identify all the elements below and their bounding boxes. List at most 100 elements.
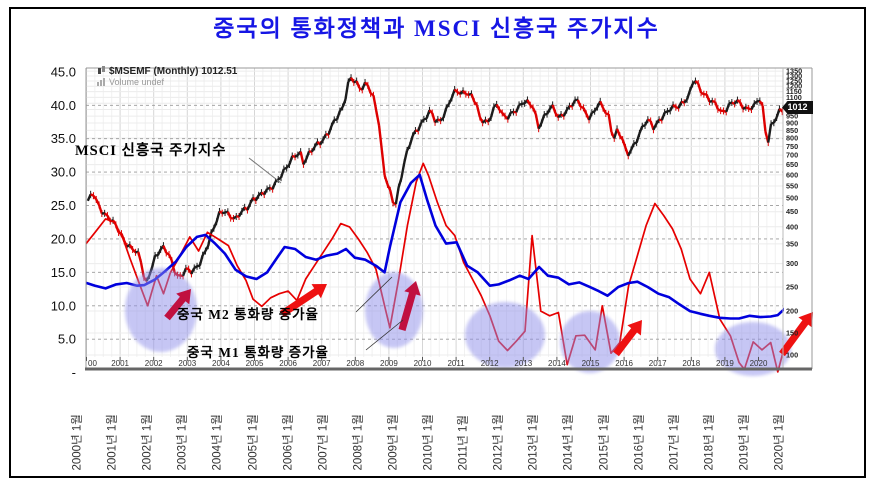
volume-legend-text: Volume undef [109,77,165,87]
svg-text:2006: 2006 [279,359,297,368]
svg-text:30.0: 30.0 [51,165,76,180]
x-axis-month-label: 2016년 1월 [633,414,646,471]
volume-icon [97,78,106,88]
candlestick-icon [97,66,106,78]
svg-text:2007: 2007 [313,359,331,368]
symbol-legend-text: $MSEMF (Monthly) 1012.51 [109,66,238,77]
x-axis-month-label: 2012년 1월 [492,414,505,471]
svg-text:10.0: 10.0 [51,298,76,313]
m2-line [86,173,784,320]
svg-text:2013: 2013 [514,359,532,368]
left-axis-ticks: 45.0 40.0 35.0 30.0 25.0 20.0 15.0 10.0 5.0 - [51,64,76,380]
svg-text:550: 550 [786,182,798,191]
svg-text:35.0: 35.0 [51,131,76,146]
x-axis-month-label: 2008년 1월 [352,414,365,471]
svg-text:150: 150 [786,329,798,338]
trend-arrows [164,281,813,357]
m2-series-label: 중국 M2 통화량 증가율 [177,307,319,322]
svg-text:2010: 2010 [414,359,432,368]
svg-text:25.0: 25.0 [51,198,76,213]
svg-text:2018: 2018 [682,359,700,368]
svg-text:850: 850 [786,126,798,135]
svg-text:750: 750 [786,142,798,151]
x-axis-month-label: 2007년 1월 [317,414,330,471]
m1-series-label: 중국 M1 통화량 증가율 [187,345,329,360]
svg-text:950: 950 [786,112,798,121]
volume-legend: Volume undef [97,77,164,88]
svg-text:2009: 2009 [380,359,398,368]
svg-text:15.0: 15.0 [51,265,76,280]
svg-text:600: 600 [786,170,798,179]
svg-text:1100: 1100 [786,93,802,102]
chart-title: 중국의 통화정책과 MSCI 신흥국 주가지수 [213,16,660,41]
svg-text:00: 00 [88,359,97,368]
x-axis-month-label: 2020년 1월 [773,414,786,471]
msci-series-label: MSCI 신흥국 주가지수 [75,143,227,159]
x-axis-month-label: 2000년 1월 [71,414,84,471]
x-axis-month-label: 2006년 1월 [282,414,295,471]
svg-text:2004: 2004 [212,359,230,368]
svg-text:2003: 2003 [178,359,196,368]
svg-text:650: 650 [786,160,798,169]
svg-text:200: 200 [786,307,798,316]
x-axis-month-label: 2004년 1월 [211,414,224,471]
x-axis-month-label: 2014년 1월 [562,414,575,471]
svg-text:2020: 2020 [750,359,768,368]
svg-text:2012: 2012 [481,359,499,368]
x-axis-month-label: 2009년 1월 [387,414,400,471]
svg-text:1200: 1200 [786,82,802,91]
x-axis-month-label: 2005년 1월 [247,414,259,471]
svg-text:1350: 1350 [786,67,802,76]
pointer-lines [248,157,404,351]
x-axis-month-label: 2017년 1월 [668,414,681,471]
x-axis-month-label: 2011년 1월 [457,415,470,471]
m1-line [86,162,784,373]
svg-text:800: 800 [786,134,798,143]
inner-year-labels: 00 2001 2002 2003 2004 2005 2006 2007 2008 2009 20… [86,357,768,368]
x-axis-month-label: 2010년 1월 [422,414,435,471]
svg-text:2014: 2014 [548,359,566,368]
page-frame [9,7,866,478]
last-price-tag: 1012 [782,101,813,114]
svg-text:2017: 2017 [649,359,667,368]
x-axis-month-label: 2018년 1월 [703,414,716,471]
plot-borders [85,67,813,371]
x-axis-month-label: 2003년 1월 [176,414,189,471]
svg-text:1150: 1150 [786,87,802,96]
svg-text:20.0: 20.0 [51,231,76,246]
right-axis-ticks: 1350130012501200115011001050950900850800… [786,67,802,360]
svg-text:1300: 1300 [786,71,802,80]
svg-text:2015: 2015 [582,359,600,368]
svg-text:1250: 1250 [786,76,802,85]
svg-text:100: 100 [786,351,798,360]
svg-text:45.0: 45.0 [51,64,76,79]
svg-text:2002: 2002 [145,359,163,368]
x-axis-month-label: 2015년 1월 [598,414,610,471]
highlight-ellipses [125,268,791,376]
svg-text:900: 900 [786,119,798,128]
svg-text:2005: 2005 [246,359,264,368]
svg-text:2016: 2016 [615,359,633,368]
svg-text:350: 350 [786,239,798,248]
svg-text:250: 250 [786,282,798,291]
svg-text:-: - [72,365,76,380]
svg-text:400: 400 [786,222,798,231]
svg-text:2001: 2001 [111,359,129,368]
svg-text:450: 450 [786,207,798,216]
svg-text:5.0: 5.0 [58,332,76,347]
symbol-legend: $MSEMF (Monthly) 1012.51 [97,66,237,78]
svg-text:500: 500 [786,194,798,203]
dashed-gridlines [86,104,783,340]
x-axis-month-label: 2013년 1월 [527,414,540,471]
svg-text:300: 300 [786,259,798,268]
svg-text:40.0: 40.0 [51,98,76,113]
svg-text:2019: 2019 [716,359,734,368]
svg-text:700: 700 [786,151,798,160]
x-axis-month-label: 2019년 1월 [738,414,751,471]
x-axis-month-label: 2001년 1월 [106,414,119,471]
svg-text:2008: 2008 [346,359,364,368]
svg-text:2011: 2011 [447,359,465,368]
x-axis-month-label: 2002년 1월 [141,414,154,471]
